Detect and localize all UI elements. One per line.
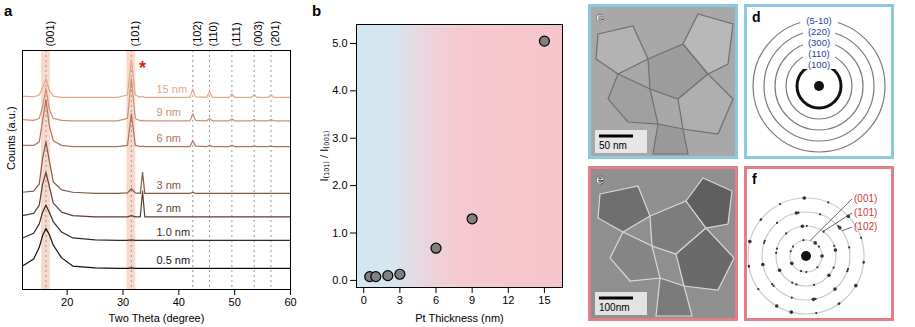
svg-text:(001): (001) — [854, 193, 877, 204]
svg-text:*: * — [139, 58, 146, 78]
svg-text:3.0: 3.0 — [332, 132, 347, 144]
svg-text:15 nm: 15 nm — [157, 83, 188, 95]
html-text:b: b — [312, 2, 322, 19]
svg-text:20: 20 — [61, 296, 73, 308]
svg-text:Counts (a.u.): Counts (a.u.) — [5, 106, 17, 170]
svg-text:c: c — [596, 9, 604, 25]
svg-text:5.0: 5.0 — [332, 37, 347, 49]
svg-text:(102): (102) — [191, 21, 203, 47]
svg-text:Pt Thickness (nm): Pt Thickness (nm) — [415, 312, 503, 324]
svg-text:30: 30 — [117, 296, 129, 308]
svg-text:(201): (201) — [269, 21, 281, 47]
svg-text:2 nm: 2 nm — [157, 202, 181, 214]
svg-text:(300): (300) — [808, 37, 830, 48]
svg-text:60: 60 — [284, 296, 296, 308]
svg-text:(100): (100) — [808, 59, 830, 70]
svg-text:12: 12 — [502, 294, 514, 306]
svg-text:(001): (001) — [44, 21, 56, 47]
svg-text:(003): (003) — [252, 21, 264, 47]
svg-text:50: 50 — [229, 296, 241, 308]
svg-text:40: 40 — [173, 296, 185, 308]
svg-text:4.0: 4.0 — [332, 84, 347, 96]
svg-text:(110): (110) — [207, 22, 219, 47]
svg-text:3: 3 — [397, 294, 403, 306]
html-text:a: a — [4, 2, 13, 19]
svg-text:1.0: 1.0 — [332, 227, 347, 239]
svg-text:15: 15 — [538, 294, 550, 306]
svg-text:0.5 nm: 0.5 nm — [157, 254, 191, 266]
svg-text:2.0: 2.0 — [332, 179, 347, 191]
svg-text:(220): (220) — [808, 26, 830, 37]
svg-text:(101): (101) — [129, 21, 141, 47]
svg-text:9 nm: 9 nm — [157, 106, 181, 118]
svg-text:d: d — [752, 9, 761, 25]
svg-text:(110): (110) — [808, 48, 829, 59]
svg-text:Two Theta (degree): Two Theta (degree) — [109, 312, 205, 324]
svg-text:0.0: 0.0 — [332, 274, 347, 286]
svg-text:I₍₁₀₁₎ / I₍₀₀₁₎: I₍₁₀₁₎ / I₍₀₀₁₎ — [318, 130, 330, 181]
svg-text:(5-10): (5-10) — [806, 15, 831, 26]
svg-text:9: 9 — [469, 294, 475, 306]
svg-text:100nm: 100nm — [599, 302, 630, 313]
svg-text:6: 6 — [433, 294, 439, 306]
svg-text:0: 0 — [361, 294, 367, 306]
svg-text:6 nm: 6 nm — [157, 132, 181, 144]
svg-text:50 nm: 50 nm — [599, 140, 627, 151]
svg-text:(111): (111) — [230, 22, 242, 46]
svg-text:f: f — [752, 171, 757, 187]
svg-text:(102): (102) — [854, 221, 877, 232]
svg-text:3 nm: 3 nm — [157, 179, 181, 191]
svg-text:1.0 nm: 1.0 nm — [157, 226, 191, 238]
svg-text:e: e — [596, 171, 604, 187]
svg-text:(101): (101) — [854, 207, 877, 218]
